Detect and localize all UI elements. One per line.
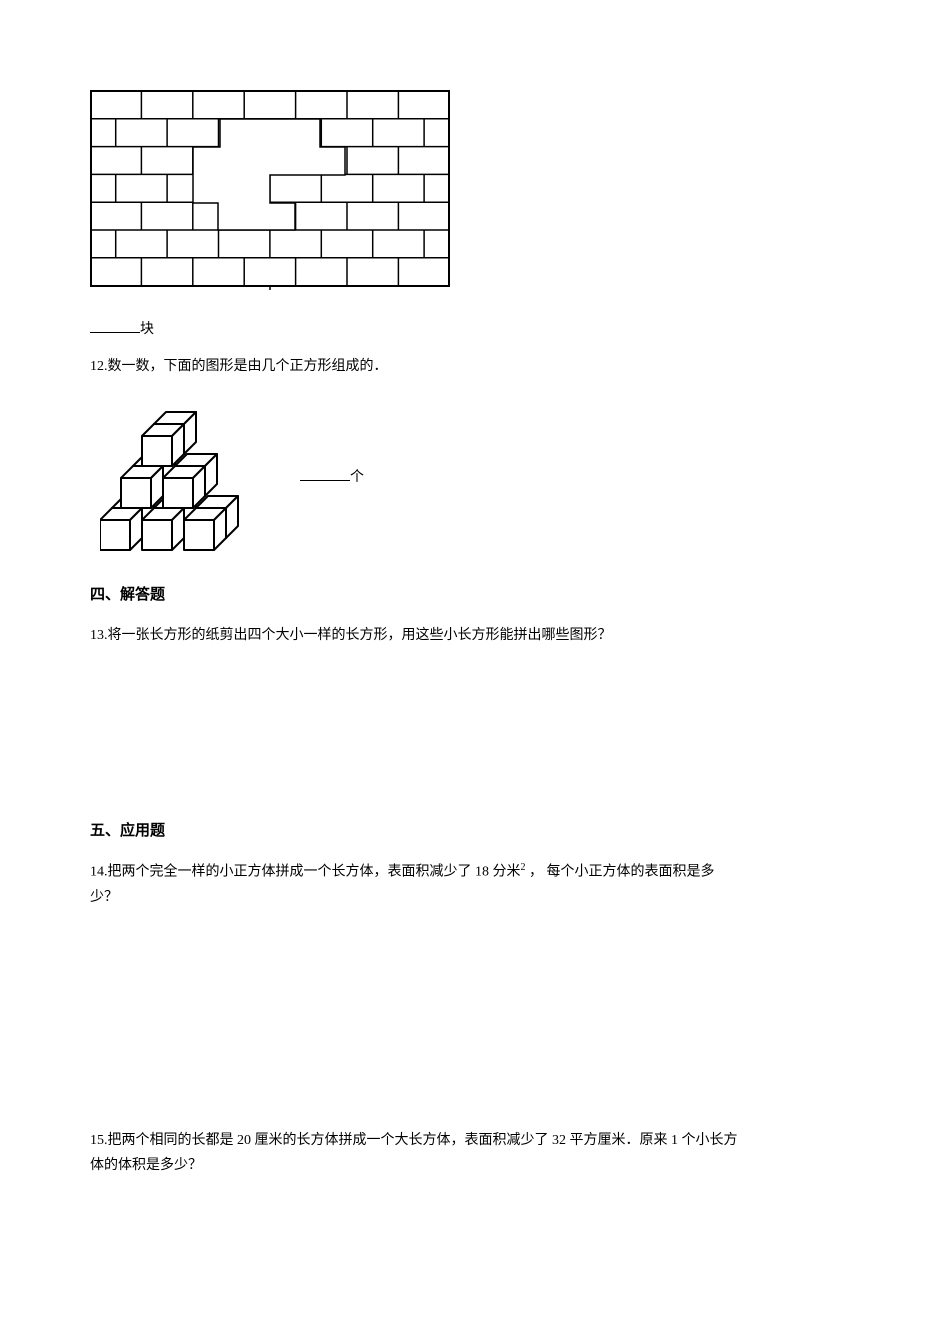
work-space — [90, 916, 855, 1116]
brick-wall-figure — [90, 90, 855, 307]
q15-number: 15. — [90, 1133, 108, 1148]
work-space — [90, 654, 855, 804]
q15-text-b: 体的体积是多少？ — [90, 1153, 855, 1178]
q14-text-b: ， 每个小正方体的表面积是多 — [526, 864, 715, 879]
blank-line[interactable] — [90, 319, 140, 333]
q14-text-a: 把两个完全一样的小正方体拼成一个长方体，表面积减少了 18 分米 — [108, 864, 521, 879]
q15-text-a: 把两个相同的长都是 20 厘米的长方体拼成一个大长方体，表面积减少了 32 平方… — [108, 1133, 738, 1148]
q12: 12.数一数，下面的图形是由几个正方形组成的． — [90, 354, 855, 379]
section4-title: 四、解答题 — [90, 582, 855, 609]
q12-suffix: 个 — [350, 470, 364, 485]
cube-pyramid-svg — [100, 388, 270, 568]
q14-text-c: 少？ — [90, 885, 855, 910]
q14: 14.把两个完全一样的小正方体拼成一个长方体，表面积减少了 18 分米2 ， 每… — [90, 859, 855, 910]
q14-number: 14. — [90, 864, 108, 879]
q13: 13.将一张长方形的纸剪出四个大小一样的长方形，用这些小长方形能拼出哪些图形？ — [90, 623, 855, 648]
q11-answer-line: 块 — [90, 317, 855, 342]
blank-line[interactable] — [300, 467, 350, 481]
q12-answer: 个 — [300, 465, 364, 490]
q12-text: 数一数，下面的图形是由几个正方形组成的． — [108, 359, 388, 374]
q13-text: 将一张长方形的纸剪出四个大小一样的长方形，用这些小长方形能拼出哪些图形？ — [108, 628, 612, 643]
section5-title: 五、应用题 — [90, 818, 855, 845]
brick-wall-svg — [90, 90, 450, 290]
q13-number: 13. — [90, 628, 108, 643]
q15: 15.把两个相同的长都是 20 厘米的长方体拼成一个大长方体，表面积减少了 32… — [90, 1128, 855, 1178]
q11-suffix: 块 — [140, 322, 154, 337]
q12-number: 12. — [90, 359, 108, 374]
cube-stack-figure: 个 — [100, 388, 855, 568]
